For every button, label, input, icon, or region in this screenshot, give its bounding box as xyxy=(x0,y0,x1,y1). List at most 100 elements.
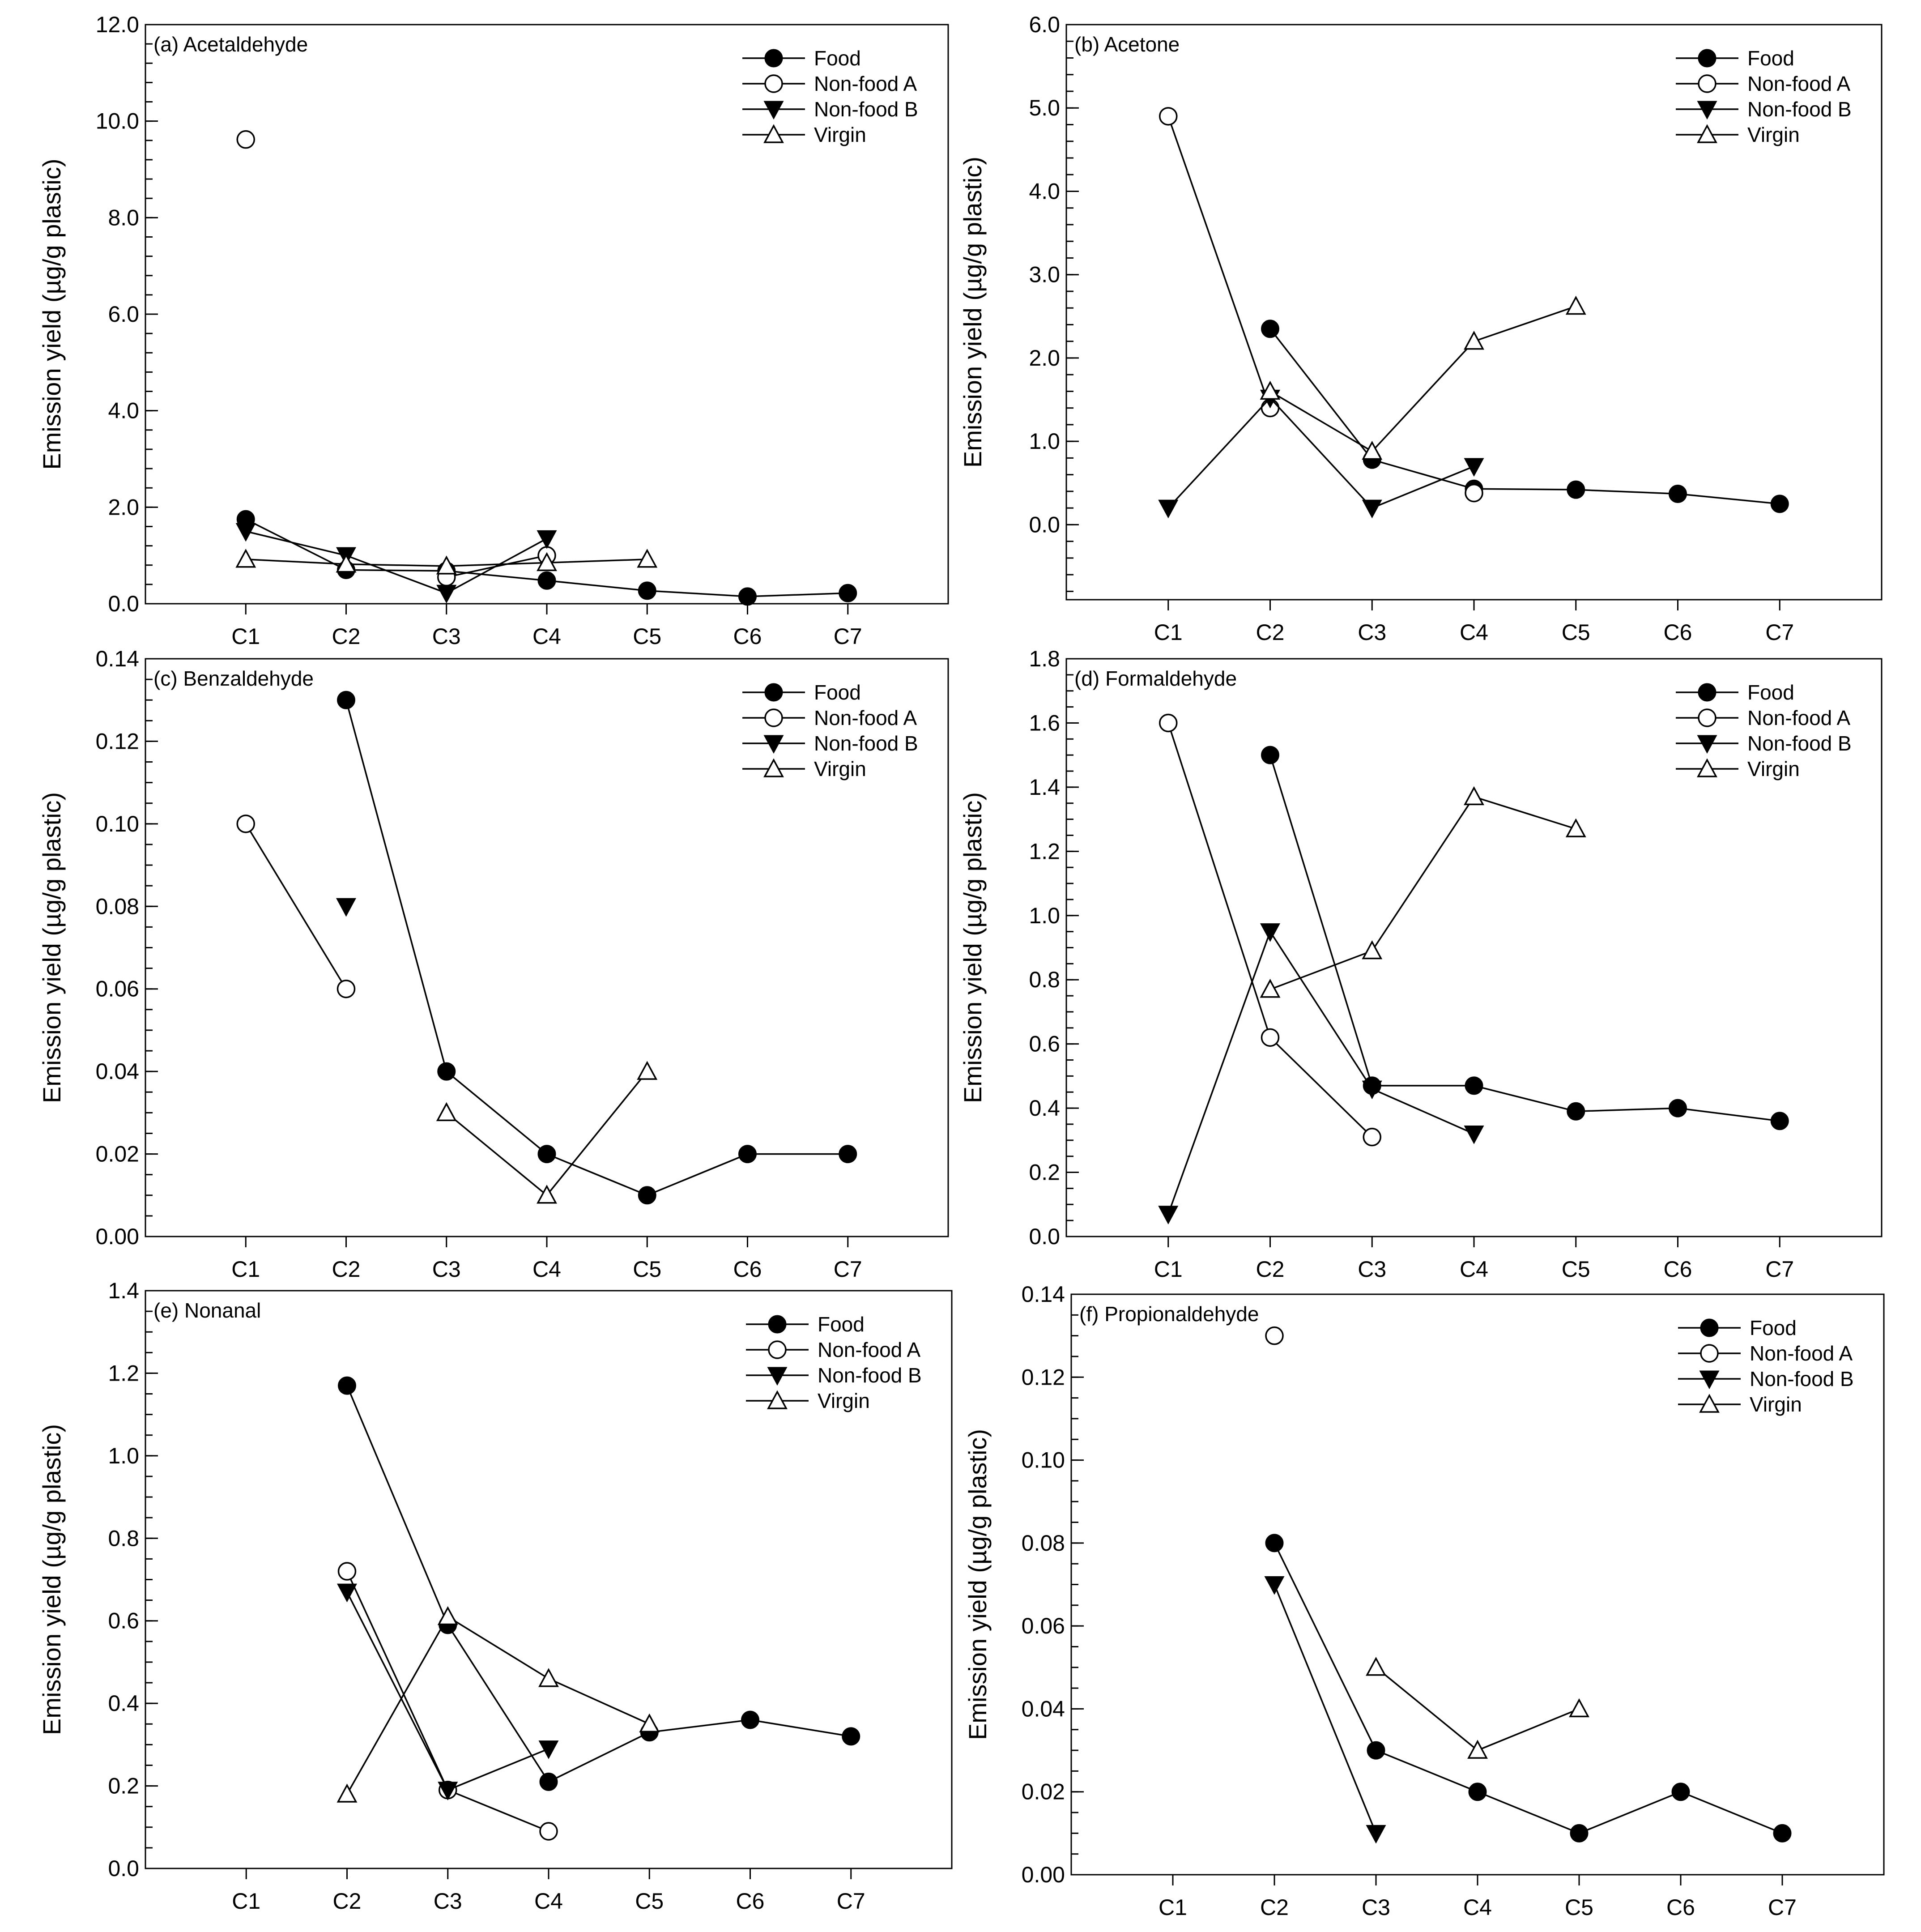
y-tick-label: 2.0 xyxy=(1029,345,1060,371)
y-tick-label: 3.0 xyxy=(1029,262,1060,287)
legend-marker xyxy=(1697,758,1717,777)
series-line xyxy=(1274,1543,1783,1834)
x-tick-label: C4 xyxy=(532,1257,561,1282)
y-axis-label: Emission yield (µg/g plastic) xyxy=(38,1424,66,1735)
data-point xyxy=(1464,1125,1484,1144)
data-point xyxy=(336,1583,358,1603)
data-point xyxy=(235,523,256,542)
data-point xyxy=(537,571,556,590)
data-point xyxy=(437,1062,456,1081)
legend-marker xyxy=(1700,1344,1719,1363)
data-point xyxy=(1362,440,1383,460)
legend-label: Non-food B xyxy=(814,98,918,121)
legend-marker xyxy=(763,758,784,777)
y-tick-label: 1.6 xyxy=(1029,710,1060,735)
legend-item: Food xyxy=(1676,47,1794,70)
y-tick-label: 0.4 xyxy=(1029,1096,1060,1121)
y-tick-label: 0.12 xyxy=(1022,1365,1065,1390)
data-point xyxy=(1260,979,1281,998)
x-tick-label: C5 xyxy=(633,1257,661,1282)
legend-label: Virgin xyxy=(814,123,866,146)
y-tick-label: 0.0 xyxy=(108,1856,139,1881)
legend-marker xyxy=(1699,1394,1720,1413)
chart-title: (f) Propionaldehyde xyxy=(1079,1302,1259,1326)
x-tick-label: C7 xyxy=(1765,1257,1794,1282)
data-point xyxy=(741,1710,759,1729)
chart-title: (e) Nonanal xyxy=(153,1299,261,1322)
x-tick-label: C1 xyxy=(1154,1257,1183,1282)
y-tick-label: 0.00 xyxy=(96,1224,139,1249)
legend-marker xyxy=(1698,49,1717,68)
legend-marker xyxy=(1700,1318,1719,1337)
y-tick-label: 0.06 xyxy=(96,977,139,1002)
data-point xyxy=(1570,1824,1589,1842)
data-point xyxy=(1159,107,1178,126)
chart-panel-3: 0.00 0.02 0.04 0.06 0.08 0.10 0.12 0.14 C1 C2 C3 C4… xyxy=(38,646,949,1282)
y-tick-label: 1.4 xyxy=(108,1278,139,1303)
x-tick-label: C6 xyxy=(736,1889,765,1914)
series-non-food-a xyxy=(1159,713,1381,1147)
legend-label: Non-food A xyxy=(1750,1342,1853,1365)
data-point xyxy=(1567,1102,1585,1121)
data-point xyxy=(1565,295,1586,315)
x-tick-label: C6 xyxy=(1666,1895,1695,1920)
x-tick-label: C2 xyxy=(1256,620,1285,645)
y-tick-label: 0.04 xyxy=(1022,1696,1065,1721)
x-tick-label: C5 xyxy=(1562,620,1590,645)
y-axis-label: Emission yield (µg/g plastic) xyxy=(963,1429,992,1740)
x-tick-label: C5 xyxy=(635,1889,664,1914)
y-tick-label: 0.4 xyxy=(108,1691,139,1716)
data-point xyxy=(1773,1824,1792,1842)
data-point xyxy=(1671,1783,1690,1801)
data-point xyxy=(637,549,658,568)
legend-item: Non-food B xyxy=(1678,1367,1854,1390)
data-point xyxy=(537,552,557,571)
legend-label: Virgin xyxy=(818,1389,870,1412)
series-food xyxy=(1261,746,1789,1130)
legend-label: Food xyxy=(1747,681,1794,704)
data-point xyxy=(537,1185,557,1204)
series-non-food-b xyxy=(1264,1576,1386,1844)
data-point xyxy=(638,581,656,600)
x-tick-label: C4 xyxy=(1460,620,1488,645)
series-virgin xyxy=(436,1061,658,1204)
legend-label: Virgin xyxy=(1750,1393,1802,1416)
legend-marker xyxy=(1698,74,1717,93)
x-tick-label: C4 xyxy=(534,1889,563,1914)
y-tick-label: 5.0 xyxy=(1029,95,1060,120)
y-tick-label: 6.0 xyxy=(1029,12,1060,37)
x-tick-label: C3 xyxy=(1362,1895,1390,1920)
legend-item: Non-food B xyxy=(742,732,918,755)
y-tick-label: 0.02 xyxy=(1022,1779,1065,1804)
legend-marker xyxy=(763,124,784,143)
chart-panel-6: 0.00 0.02 0.04 0.06 0.08 0.10 0.12 0.14 C1 C2 C3 C4… xyxy=(963,1282,1885,1920)
legend-label: Non-food B xyxy=(1750,1367,1854,1390)
y-tick-label: 0.14 xyxy=(1022,1282,1065,1307)
legend-label: Virgin xyxy=(1747,123,1800,146)
y-tick-label: 1.4 xyxy=(1029,775,1060,800)
y-tick-label: 0.0 xyxy=(1029,1224,1060,1249)
legend-marker xyxy=(763,101,784,120)
data-point xyxy=(1158,1206,1179,1224)
y-tick-label: 0.8 xyxy=(1029,967,1060,992)
legend-label: Non-food A xyxy=(818,1338,920,1361)
y-tick-label: 1.0 xyxy=(1029,903,1060,928)
data-point xyxy=(1669,1099,1687,1117)
x-tick-label: C4 xyxy=(1463,1895,1492,1920)
data-point xyxy=(1467,1740,1488,1759)
data-point xyxy=(1261,1028,1280,1047)
x-tick-label: C3 xyxy=(434,1889,462,1914)
legend-label: Virgin xyxy=(814,757,866,780)
y-tick-label: 10.0 xyxy=(96,109,139,134)
series-non-food-b xyxy=(235,523,557,604)
y-tick-label: 12.0 xyxy=(96,12,139,37)
x-tick-label: C3 xyxy=(1358,620,1386,645)
chart-title: (a) Acetaldehyde xyxy=(153,33,308,56)
series-virgin xyxy=(1260,786,1586,998)
data-point xyxy=(1465,1076,1483,1095)
data-point xyxy=(638,1186,656,1205)
legend-label: Non-food B xyxy=(1747,98,1852,121)
y-tick-label: 0.08 xyxy=(1022,1531,1065,1556)
legend-marker xyxy=(1699,1370,1720,1390)
